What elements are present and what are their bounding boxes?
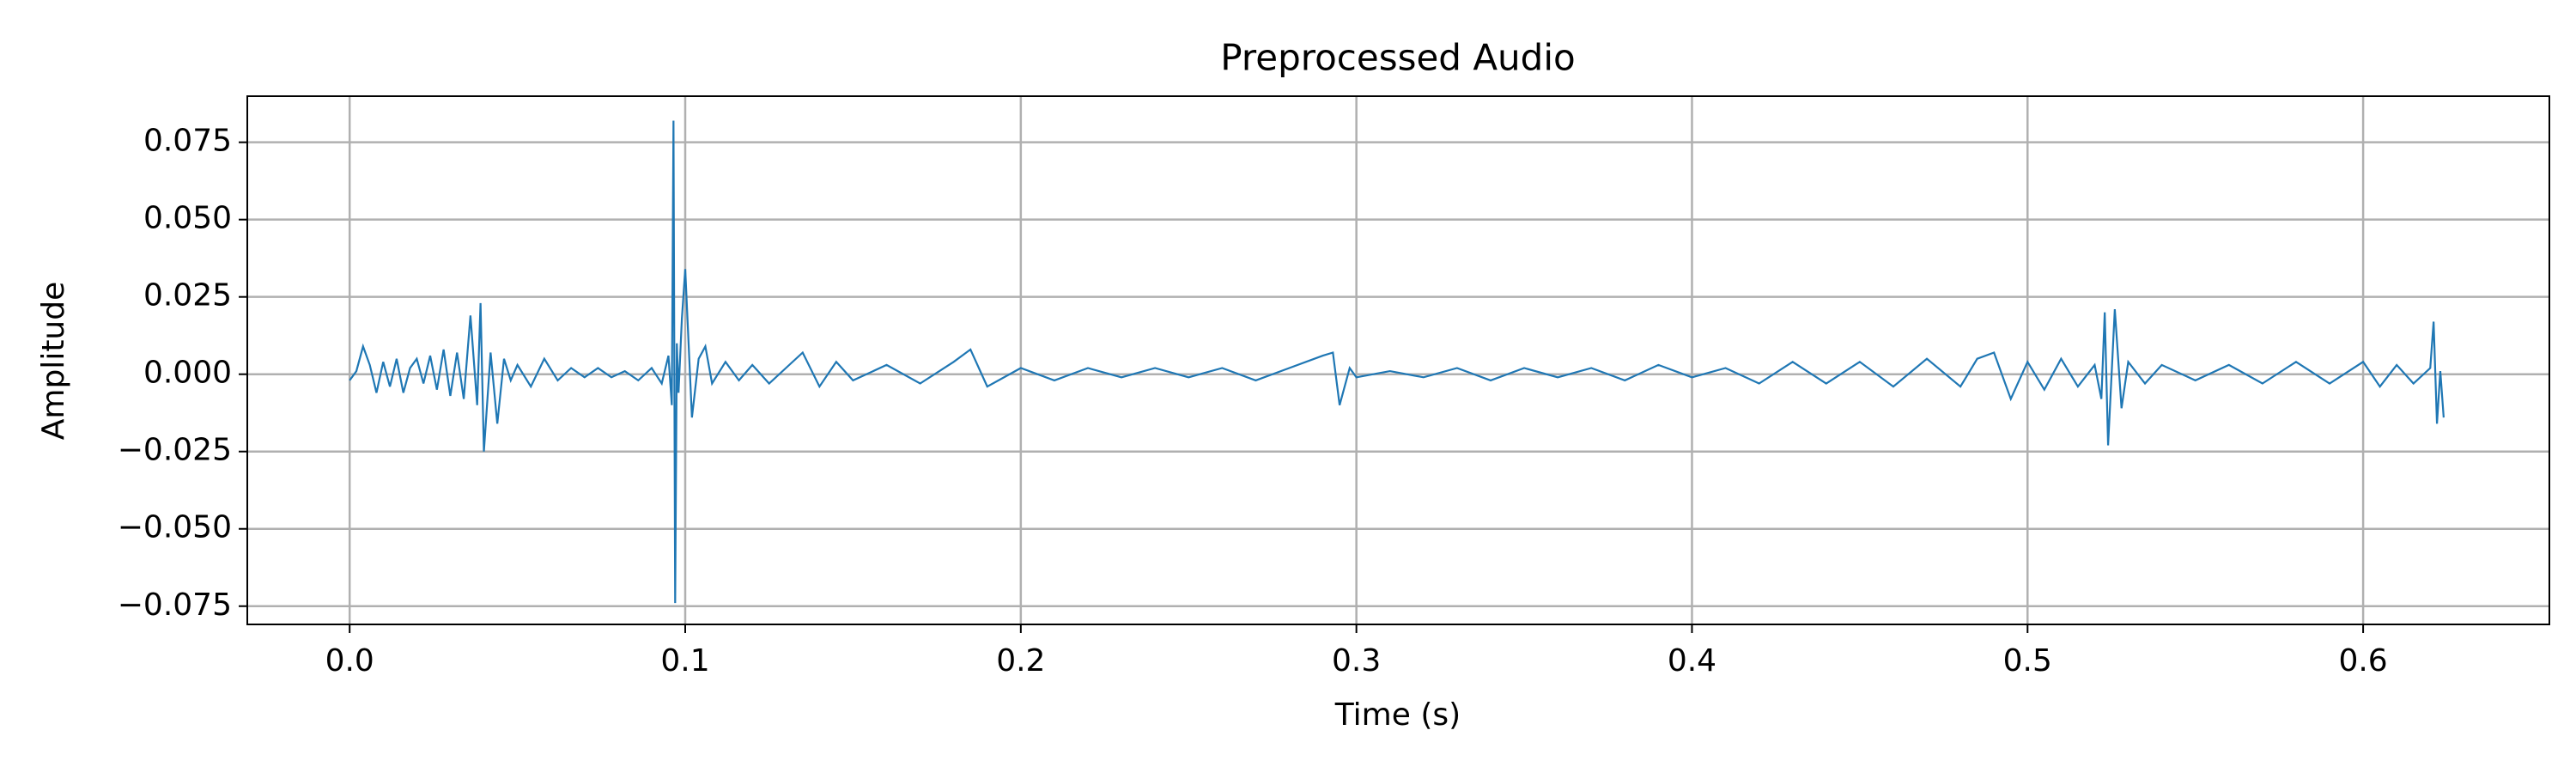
y-tick-label: 0.025: [143, 278, 232, 313]
y-axis-label: Amplitude: [36, 282, 71, 440]
x-tick-label: 0.5: [2003, 643, 2052, 679]
waveform-line: [349, 120, 2445, 604]
chart-title: Preprocessed Audio: [1220, 37, 1575, 79]
plot-frame: [246, 95, 2550, 625]
y-tick-label: 0.000: [143, 356, 232, 391]
y-tick-label: 0.075: [143, 124, 232, 159]
x-tick-label: 0.1: [660, 643, 709, 679]
y-tick-label: 0.050: [143, 201, 232, 236]
y-tick-label: −0.050: [118, 510, 232, 545]
x-axis-label: Time (s): [1334, 697, 1461, 733]
x-tick-label: 0.2: [996, 643, 1045, 679]
x-tick-label: 0.4: [1668, 643, 1716, 679]
x-tick-label: 0.0: [325, 643, 374, 679]
y-tick-label: −0.075: [118, 587, 232, 623]
y-tick-label: −0.025: [118, 433, 232, 468]
x-tick-label: 0.6: [2338, 643, 2387, 679]
x-tick-label: 0.3: [1332, 643, 1381, 679]
